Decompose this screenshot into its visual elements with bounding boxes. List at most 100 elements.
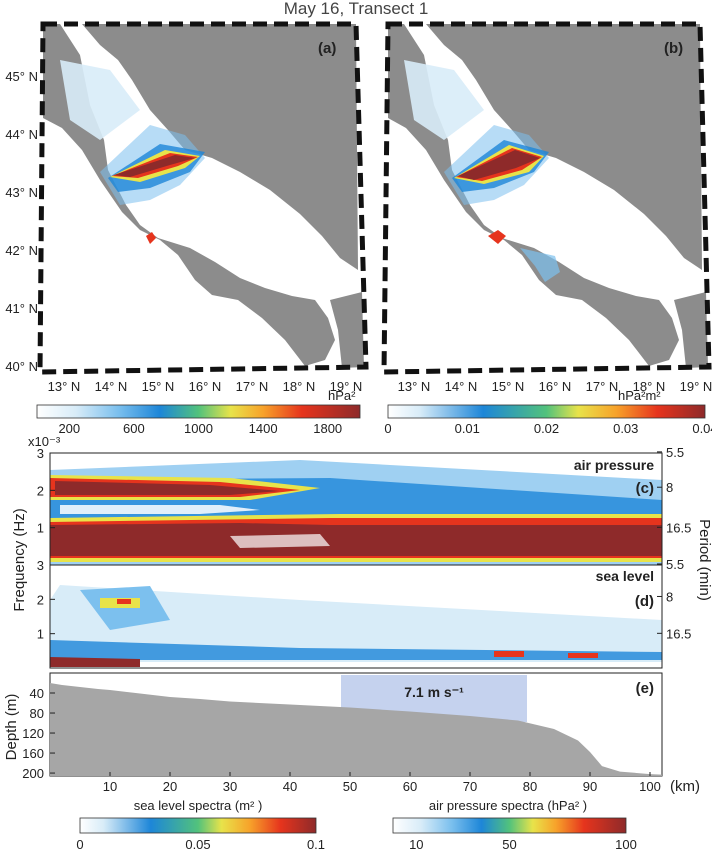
- lon-tick-label-a: 18° N: [283, 379, 316, 394]
- lon-tick-label-a: 16° N: [189, 379, 222, 394]
- lon-tick-label-a: 15° N: [142, 379, 175, 394]
- map-b-heat-spot: [488, 230, 506, 244]
- panel-d-y-ticks: 3 2 1: [37, 558, 55, 642]
- distance-tick-label: 10: [103, 779, 117, 794]
- panel-c-y-ticks: 3 2 1: [37, 446, 55, 536]
- map-b-frame: [381, 21, 712, 375]
- distance-tick-label: 80: [523, 779, 537, 794]
- map-b-land-balkans: [426, 24, 702, 270]
- frequency-tick-label: 3: [37, 446, 44, 461]
- depth-tick-label: 40: [30, 686, 44, 701]
- panel-d-sea-level: sea level (d) 3 2 1 5.5 8 16.5: [37, 557, 691, 669]
- colorbar-tick-label: 600: [123, 421, 145, 436]
- lon-tick-label-b: 19° N: [680, 379, 712, 394]
- distance-tick-label: 90: [583, 779, 597, 794]
- panel-c-band-low-core: [50, 523, 662, 556]
- colorbar-b-ticks: 0 0.01 0.02 0.03 0.04: [384, 421, 712, 436]
- period-tick-label: 16.5: [666, 626, 691, 641]
- lon-tick-label-a: 14° N: [95, 379, 128, 394]
- colorbar-b-bar: [387, 404, 706, 419]
- map-panel-b: (b): [381, 21, 712, 375]
- depth-axis-label: Depth (m): [3, 694, 20, 761]
- panel-d-label: (d): [635, 593, 654, 610]
- map-latitude-ticks: 45° N 44° N 43° N 42° N 41° N 40° N: [5, 69, 38, 374]
- panel-c-period-ticks: 5.5 8 16.5: [657, 445, 691, 535]
- colorbar-sea-level-bar: [79, 817, 317, 834]
- panel-c-y-multiplier: x10⁻³: [28, 434, 61, 449]
- depth-tick-label: 160: [22, 746, 44, 761]
- lon-tick-label-b: 16° N: [539, 379, 572, 394]
- wind-speed-label: 7.1 m s⁻¹: [404, 684, 464, 700]
- map-a-land-south: [330, 292, 364, 368]
- colorbar-a-bar: [36, 404, 361, 419]
- panel-c-air-pressure: air pressure (c) x10⁻³ 3 2 1 5.5 8 16.5: [28, 434, 691, 566]
- panel-d-series-label: sea level: [596, 568, 654, 584]
- lat-tick-label: 40° N: [5, 359, 38, 374]
- lon-tick-label-b: 17° N: [586, 379, 619, 394]
- lon-tick-label-a: 19° N: [330, 379, 363, 394]
- panel-d-frame: [49, 564, 663, 669]
- map-b-heat-core: [458, 150, 540, 180]
- period-tick-label: 5.5: [666, 557, 684, 572]
- panel-c-white-gap2: [230, 534, 330, 548]
- colorbar-tick-label: 1400: [249, 421, 278, 436]
- map-a-land-italy: [43, 24, 335, 366]
- panel-e-label: (e): [636, 680, 654, 697]
- colorbar-tick-label: 0.04: [692, 421, 712, 436]
- frequency-tick-label: 1: [37, 627, 44, 642]
- map-a-land-balkans: [82, 24, 358, 270]
- colorbar-sea-level: sea level spectra (m² ) 0 0.05 0.1: [76, 798, 325, 850]
- panel-d-red-spot-2: [494, 651, 524, 657]
- colorbar-tick-label: 0.01: [455, 421, 480, 436]
- depth-tick-label: 120: [22, 726, 44, 741]
- panel-c-white-gap: [60, 505, 260, 514]
- panel-d-red-spot-3: [568, 653, 598, 658]
- colorbar-tick-label: 10: [409, 837, 423, 850]
- panel-d-bottom-core: [50, 657, 140, 667]
- distance-tick-label: 100: [639, 779, 661, 794]
- colorbar-tick-label: 0.05: [185, 837, 210, 850]
- distance-tick-label: 60: [403, 779, 417, 794]
- colorbar-tick-label: 0.02: [534, 421, 559, 436]
- frequency-tick-label: 2: [37, 483, 44, 498]
- colorbar-sea-level-ticks: 0 0.05 0.1: [76, 837, 325, 850]
- map-b-heat-coast: [520, 248, 560, 282]
- map-a-heat-patch: [60, 60, 140, 140]
- distance-tick-label: 40: [283, 779, 297, 794]
- map-a-longitude-ticks: 13° N 14° N 15° N 16° N 17° N 18° N 19° N: [48, 379, 363, 394]
- panel-d-red-spot-1: [117, 599, 131, 604]
- colorbar-tick-label: 50: [502, 837, 516, 850]
- colorbar-air-pressure-label: air pressure spectra (hPa² ): [429, 798, 587, 813]
- lon-tick-label-a: 13° N: [48, 379, 81, 394]
- panel-e-x-ticks: 10 20 30 40 50 60 70 80 90 100: [103, 772, 661, 794]
- period-tick-label: 5.5: [666, 445, 684, 460]
- colorbar-a-unit: hPa²: [328, 388, 356, 403]
- lat-tick-label: 41° N: [5, 301, 38, 316]
- panel-label-b: (b): [664, 40, 683, 57]
- panel-c-series-label: air pressure: [574, 457, 654, 473]
- frequency-tick-label: 1: [37, 521, 44, 536]
- colorbar-a-ticks: 200 600 1000 1400 1800: [58, 421, 342, 436]
- panel-e-y-ticks: 40 80 120 160 200: [22, 686, 55, 781]
- panel-d-pale-field: [50, 585, 662, 662]
- distance-tick-label: 30: [223, 779, 237, 794]
- distance-axis-unit: (km): [670, 778, 700, 795]
- map-a-heat-core: [114, 155, 195, 177]
- map-panel-a: (a): [37, 21, 369, 375]
- colorbar-tick-label: 0: [384, 421, 391, 436]
- bathymetry-area: [50, 683, 662, 776]
- panel-d-period-ticks: 5.5 8 16.5: [657, 557, 691, 641]
- map-b-land-italy: [388, 24, 679, 366]
- panel-c-label: (c): [636, 480, 654, 497]
- lat-tick-label: 43° N: [5, 185, 38, 200]
- colorbar-air-pressure-ticks: 10 50 100: [409, 837, 637, 850]
- lon-tick-label-b: 15° N: [492, 379, 525, 394]
- panel-c-band-top-core: [55, 481, 280, 495]
- colorbar-b-unit: hPa²m²: [618, 388, 661, 403]
- map-a-frame: [37, 21, 369, 375]
- distance-tick-label: 20: [163, 779, 177, 794]
- frequency-tick-label: 2: [37, 592, 44, 607]
- colorbar-tick-label: 200: [58, 421, 80, 436]
- frequency-axis-label: Frequency (Hz): [11, 508, 28, 611]
